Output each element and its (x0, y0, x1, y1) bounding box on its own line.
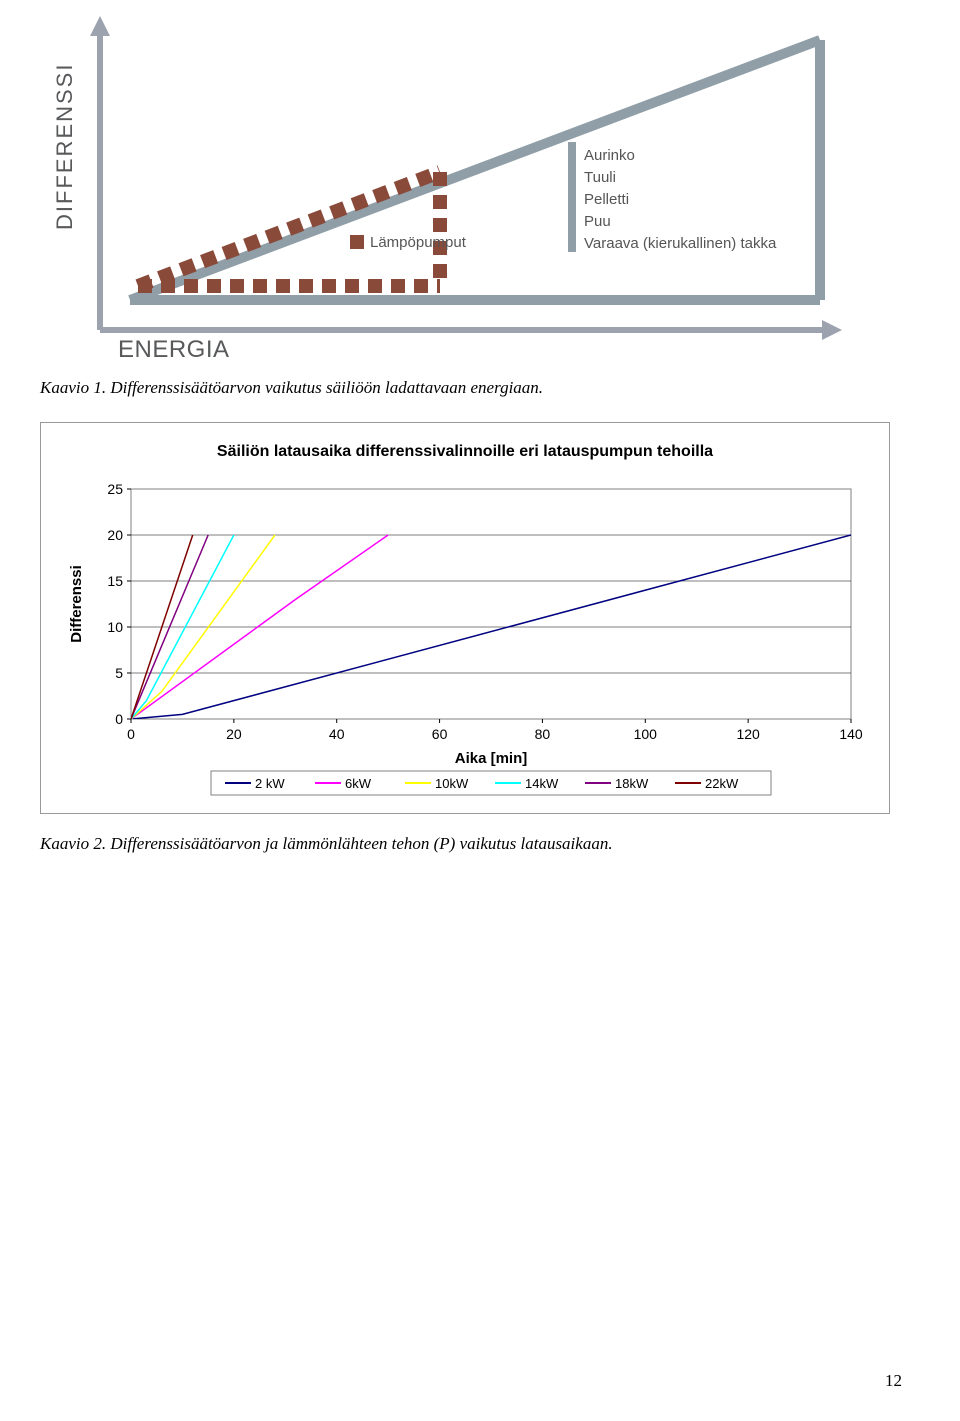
svg-text:140: 140 (839, 726, 863, 742)
chart-title: Säiliön latausaika differenssivalinnoill… (61, 443, 869, 461)
svg-text:Lämpöpumput: Lämpöpumput (370, 234, 467, 251)
page: DIFFERENSSI Lämpöpumput Aurinko Tuuli Pellet… (0, 0, 960, 918)
svg-text:6kW: 6kW (345, 776, 372, 791)
svg-text:Pelletti: Pelletti (584, 191, 629, 208)
svg-text:10: 10 (107, 619, 123, 635)
svg-text:2 kW: 2 kW (255, 776, 285, 791)
svg-text:Puu: Puu (584, 213, 611, 230)
page-number: 12 (885, 1371, 902, 1391)
svg-text:120: 120 (736, 726, 760, 742)
svg-text:25: 25 (107, 481, 123, 497)
svg-text:20: 20 (107, 527, 123, 543)
caption-2: Kaavio 2. Differenssisäätöarvon ja lämmö… (40, 834, 920, 854)
svg-text:18kW: 18kW (615, 776, 649, 791)
x-axis-label: ENERGIA (118, 336, 230, 364)
plot-area: 0 5 10 15 20 25 0 20 40 60 80 100 120 140 Differenssi A… (61, 479, 869, 799)
svg-text:60: 60 (432, 726, 448, 742)
svg-text:Varaava (kierukallinen) takka: Varaava (kierukallinen) takka (584, 235, 777, 252)
svg-text:80: 80 (535, 726, 551, 742)
caption-1: Kaavio 1. Differenssisäätöarvon vaikutus… (40, 378, 920, 398)
svg-text:14kW: 14kW (525, 776, 559, 791)
svg-text:40: 40 (329, 726, 345, 742)
diagram-1: DIFFERENSSI Lämpöpumput Aurinko Tuuli Pellet… (40, 10, 860, 360)
svg-text:5: 5 (115, 665, 123, 681)
svg-text:Aurinko: Aurinko (584, 147, 635, 164)
svg-text:Tuuli: Tuuli (584, 169, 616, 186)
chart-svg: 0 5 10 15 20 25 0 20 40 60 80 100 120 140 Differenssi A… (61, 479, 871, 799)
svg-text:10kW: 10kW (435, 776, 469, 791)
svg-text:22kW: 22kW (705, 776, 739, 791)
svg-text:Aika [min]: Aika [min] (455, 750, 528, 767)
svg-text:20: 20 (226, 726, 242, 742)
svg-text:DIFFERENSSI: DIFFERENSSI (52, 63, 77, 230)
svg-text:15: 15 (107, 573, 123, 589)
svg-text:0: 0 (127, 726, 135, 742)
diagram-svg: DIFFERENSSI Lämpöpumput Aurinko Tuuli Pellet… (40, 10, 860, 360)
svg-text:100: 100 (634, 726, 658, 742)
svg-text:0: 0 (115, 711, 123, 727)
chart-container: Säiliön latausaika differenssivalinnoill… (40, 422, 890, 814)
svg-text:Differenssi: Differenssi (68, 565, 85, 643)
